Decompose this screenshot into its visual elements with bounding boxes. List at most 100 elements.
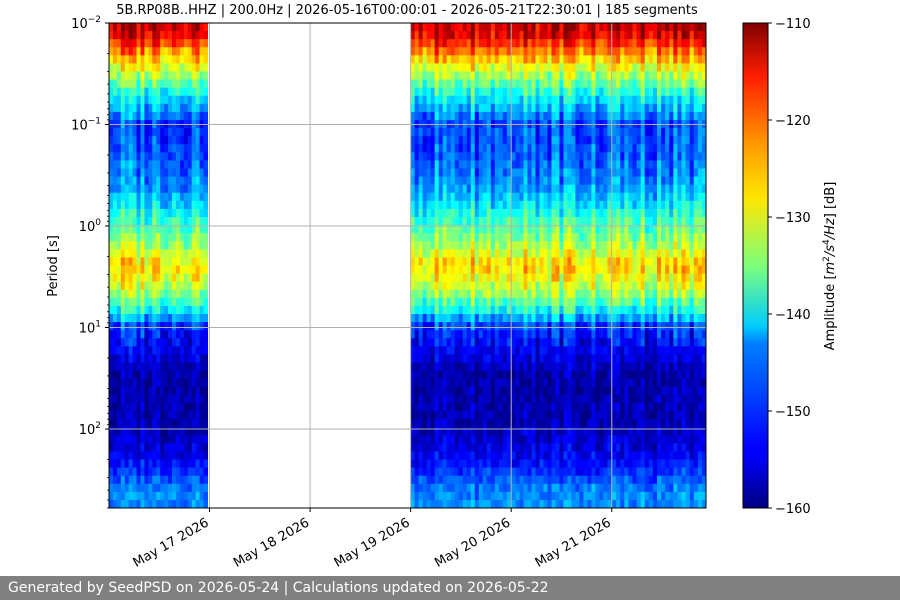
spectrogram-cell — [446, 362, 452, 372]
spectrogram-cell — [116, 39, 122, 48]
spectrogram-cell — [414, 443, 420, 453]
spectrogram-cell — [628, 71, 634, 81]
spectrogram-cell — [567, 144, 573, 153]
spectrogram-cell — [547, 225, 553, 234]
spectrogram-cell — [414, 192, 420, 202]
spectrogram-cell — [595, 475, 600, 485]
spectrogram-cell — [599, 200, 604, 210]
spectrogram-cell — [628, 314, 634, 323]
spectrogram-cell — [567, 55, 573, 65]
spectrogram-cell — [422, 499, 428, 508]
spectrogram-cell — [152, 103, 157, 113]
spectrogram-cell — [551, 330, 557, 339]
spectrogram-cell — [539, 208, 545, 218]
spectrogram-cell — [116, 241, 122, 250]
spectrogram-cell — [474, 233, 480, 242]
spectrogram-cell — [571, 322, 577, 331]
spectrogram-cell — [612, 39, 617, 48]
spectrogram-cell — [450, 47, 456, 56]
spectrogram-cell — [450, 427, 456, 436]
spectrogram-cell — [109, 314, 114, 323]
spectrogram-cell — [628, 394, 634, 404]
spectrogram-cell — [164, 354, 169, 364]
spectrogram-cell — [112, 362, 118, 372]
spectrogram-cell — [498, 168, 504, 178]
spectrogram-cell — [140, 144, 146, 153]
spectrogram-cell — [410, 459, 416, 469]
spectrogram-cell — [603, 411, 608, 420]
spectrogram-cell — [612, 281, 617, 291]
spectrogram-cell — [591, 87, 597, 97]
spectrogram-cell — [506, 289, 512, 299]
spectrogram-cell — [438, 47, 444, 56]
spectrogram-cell — [172, 491, 177, 501]
spectrogram-cell — [527, 184, 533, 194]
spectrogram-cell — [527, 111, 533, 121]
spectrogram-cell — [523, 128, 529, 137]
spectrogram-cell — [563, 31, 569, 40]
spectrogram-cell — [482, 273, 488, 283]
spectrogram-cell — [571, 475, 577, 485]
spectrogram-cell — [112, 103, 118, 113]
spectrogram-cell — [478, 225, 484, 234]
spectrogram-cell — [195, 136, 201, 145]
spectrogram-cell — [636, 338, 642, 347]
spectrogram-cell — [587, 71, 593, 81]
spectrogram-cell — [474, 241, 480, 250]
spectrogram-cell — [160, 378, 165, 388]
spectrogram-cell — [442, 136, 448, 145]
spectrogram-cell — [636, 386, 642, 396]
spectrogram-cell — [535, 47, 541, 56]
spectrogram-cell — [434, 208, 440, 218]
spectrogram-cell — [418, 338, 424, 347]
spectrogram-cell — [454, 475, 460, 485]
spectrogram-cell — [506, 346, 512, 356]
spectrogram-cell — [426, 411, 432, 420]
spectrogram-cell — [422, 79, 428, 89]
spectrogram-cell — [583, 386, 589, 396]
spectrogram-cell — [579, 103, 585, 113]
spectrogram-cell — [607, 273, 612, 283]
spectrogram-cell — [168, 427, 173, 436]
spectrogram-cell — [112, 241, 118, 250]
spectrogram-cell — [438, 499, 444, 508]
spectrogram-cell — [458, 314, 464, 323]
spectrogram-cell — [607, 192, 612, 202]
spectrogram-cell — [144, 47, 149, 56]
spectrogram-cell — [595, 435, 600, 444]
spectrogram-cell — [164, 378, 169, 388]
spectrogram-cell — [482, 225, 488, 234]
spectrogram-cell — [547, 79, 553, 89]
spectrogram-cell — [531, 249, 537, 259]
spectrogram-cell — [175, 378, 181, 388]
spectrogram-cell — [591, 241, 597, 250]
spectrogram-cell — [620, 402, 625, 412]
spectrogram-cell — [595, 55, 600, 65]
spectrogram-cell — [446, 87, 452, 97]
spectrogram-cell — [434, 459, 440, 469]
spectrogram-cell — [515, 362, 521, 372]
spectrogram-cell — [160, 459, 165, 469]
spectrogram-cell — [498, 63, 504, 73]
spectrogram-cell — [136, 23, 142, 32]
spectrogram-cell — [498, 451, 504, 461]
spectrogram-cell — [579, 459, 585, 469]
spectrogram-cell — [426, 499, 432, 508]
spectrogram-cell — [199, 435, 205, 444]
spectrogram-cell — [462, 87, 468, 97]
spectrogram-cell — [519, 87, 525, 97]
spectrogram-cell — [156, 152, 161, 162]
spectrogram-cell — [511, 281, 517, 291]
spectrogram-cell — [136, 322, 142, 331]
spectrogram-cell — [144, 136, 149, 145]
spectrogram-cell — [595, 111, 600, 121]
spectrogram-cell — [498, 297, 504, 307]
spectrogram-cell — [486, 103, 492, 113]
spectrogram-cell — [624, 281, 630, 291]
spectrogram-cell — [551, 289, 557, 299]
spectrogram-cell — [132, 47, 138, 56]
spectrogram-cell — [640, 281, 646, 291]
spectrogram-cell — [164, 265, 169, 275]
spectrogram-cell — [607, 419, 612, 428]
spectrogram-cell — [458, 402, 464, 412]
